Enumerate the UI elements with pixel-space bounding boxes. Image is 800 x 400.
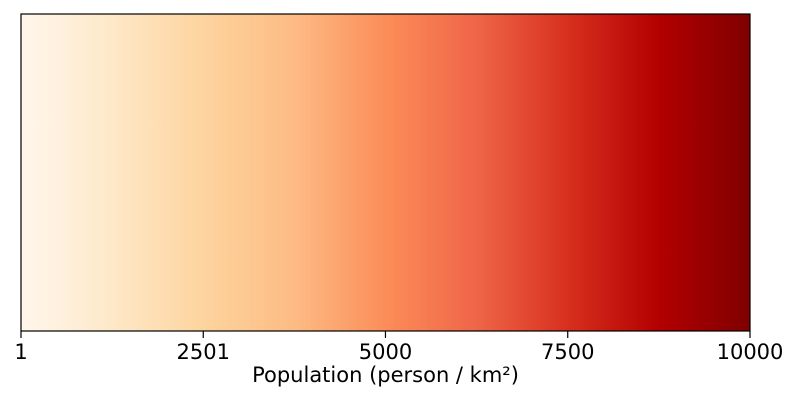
- x-tick-label-0: 1: [14, 340, 27, 364]
- colorbar-frame: [20, 13, 751, 332]
- x-tick-label-1: 2501: [177, 340, 230, 364]
- x-tick-label-4: 10000: [717, 340, 784, 364]
- x-tick-label-3: 7500: [541, 340, 594, 364]
- x-tick-label-2: 5000: [359, 340, 412, 364]
- x-axis-label: Population (person / km²): [252, 363, 519, 387]
- tick-layer: 1 2501 5000 7500 10000: [14, 331, 783, 364]
- colorbar-gradient: [21, 14, 750, 331]
